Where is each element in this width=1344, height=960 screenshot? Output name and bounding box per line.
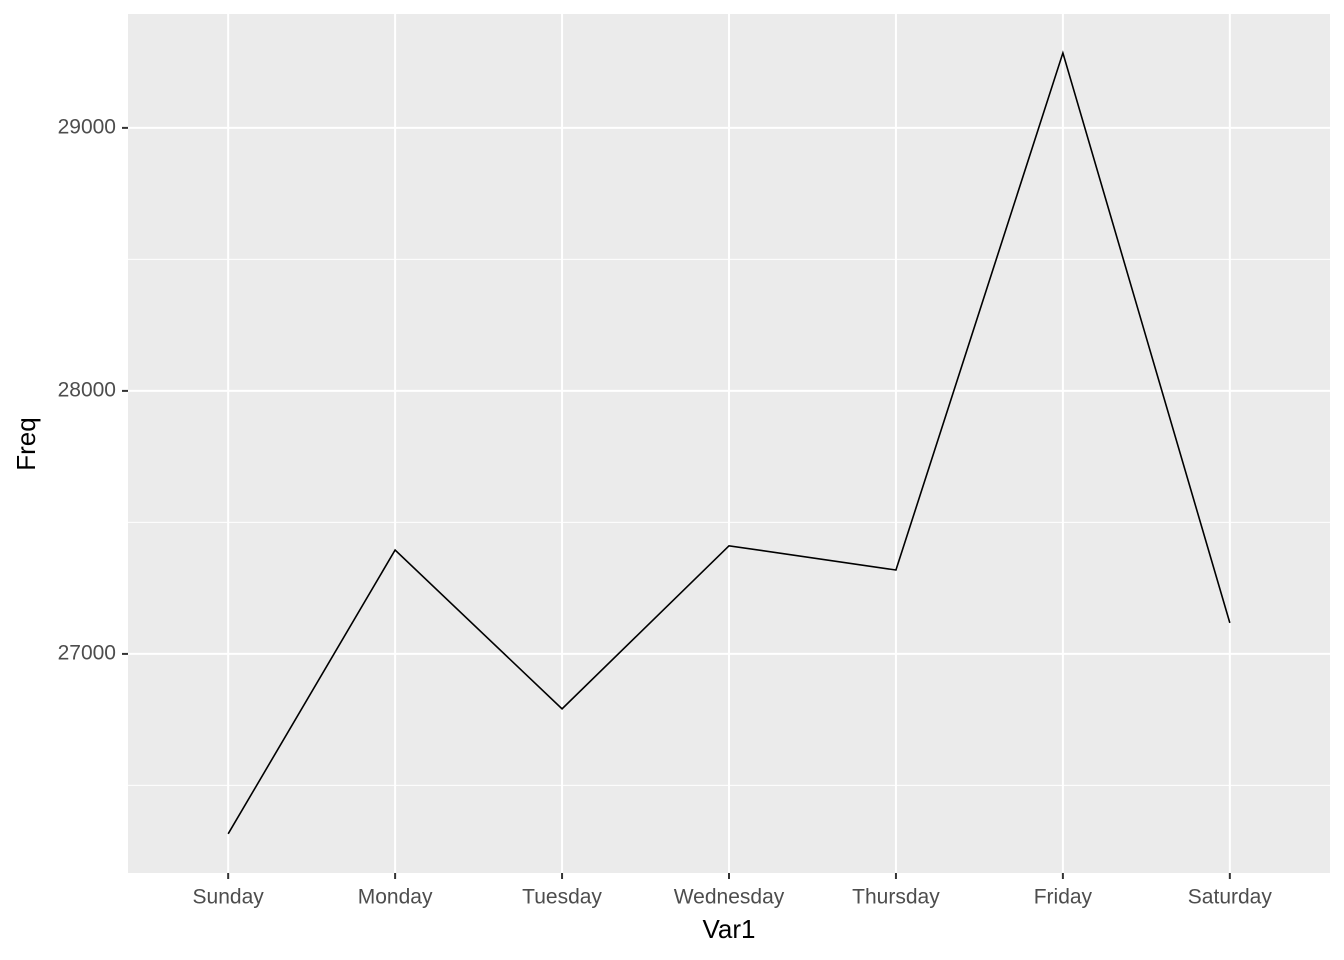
- x-axis-title: Var1: [703, 914, 756, 944]
- marks: [227, 50, 1231, 835]
- x-tick-label: Wednesday: [674, 886, 785, 909]
- x-tick-label: Thursday: [852, 886, 940, 909]
- y-tick-label: 27000: [58, 641, 116, 664]
- y-axis-title: Freq: [11, 417, 41, 470]
- y-tick-label: 29000: [58, 115, 116, 138]
- x-tick-label: Monday: [358, 886, 433, 909]
- grid: [128, 14, 1330, 873]
- x-tick-label: Saturday: [1188, 886, 1273, 909]
- x-tick-label: Tuesday: [522, 886, 602, 909]
- x-tick-label: Friday: [1034, 886, 1093, 909]
- line: [227, 50, 1231, 835]
- x-tick-label: Sunday: [193, 886, 265, 909]
- y-tick-label: 28000: [58, 378, 116, 401]
